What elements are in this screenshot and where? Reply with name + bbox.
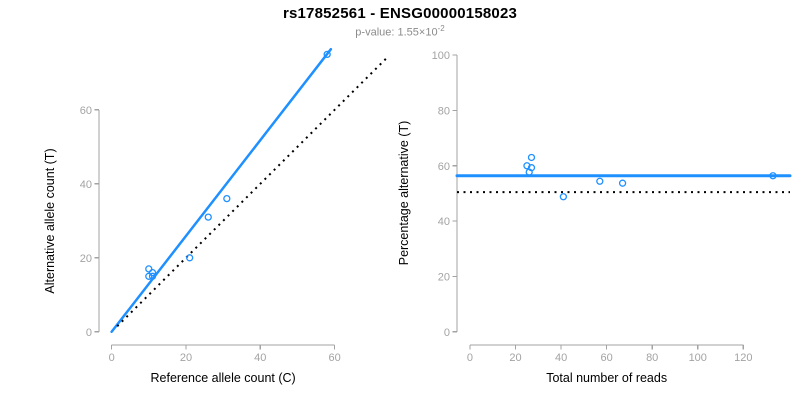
x-tick-label: 20 [509,352,521,364]
data-point [596,177,604,185]
y-tick-label: 40 [438,216,450,228]
data-point [145,265,153,273]
data-point [525,168,533,176]
data-point [523,162,531,170]
x-tick-label: 0 [109,352,115,364]
data-point [323,50,331,59]
data-point [223,194,231,203]
data-point [204,213,212,221]
y-axis-title: Percentage alternative (T) [397,121,411,266]
y-tick-label: 60 [438,161,450,173]
data-point [148,272,157,280]
p-value-text: p-value: 1.55×10 [355,26,438,39]
data-point [769,172,777,180]
data-point [186,254,194,262]
x-tick-label: 60 [601,352,613,364]
data-point [559,193,568,201]
y-tick-label: 100 [432,50,450,62]
y-tick-label: 0 [86,327,92,339]
x-tick-label: 60 [328,352,340,364]
data-point [148,268,157,277]
identity-line [116,55,390,327]
x-tick-label: 120 [734,352,752,364]
y-tick-label: 20 [80,253,92,265]
p-value-exponent: -2 [437,24,445,33]
y-tick-label: 80 [438,105,450,117]
y-tick-label: 0 [444,327,450,339]
x-tick-label: 100 [689,352,707,364]
x-tick-label: 0 [467,352,473,364]
p-value-subtitle: p-value: 1.55×10-2 [0,24,800,39]
data-point [618,179,627,187]
x-axis-title: Total number of reads [546,371,667,385]
page-title: rs17852561 - ENSG00000158023 [282,5,518,22]
data-point [527,153,536,162]
x-tick-label: 20 [180,352,192,364]
y-tick-label: 40 [80,179,92,191]
x-axis-title: Reference allele count (C) [151,371,296,385]
y-axis-title: Alternative allele count (T) [43,148,57,293]
x-tick-label: 80 [646,352,658,364]
x-tick-label: 40 [555,352,567,364]
y-tick-label: 60 [80,105,92,117]
x-tick-label: 40 [254,352,266,364]
data-point [145,272,153,280]
fit-line [110,47,333,334]
y-tick-label: 20 [438,271,450,283]
